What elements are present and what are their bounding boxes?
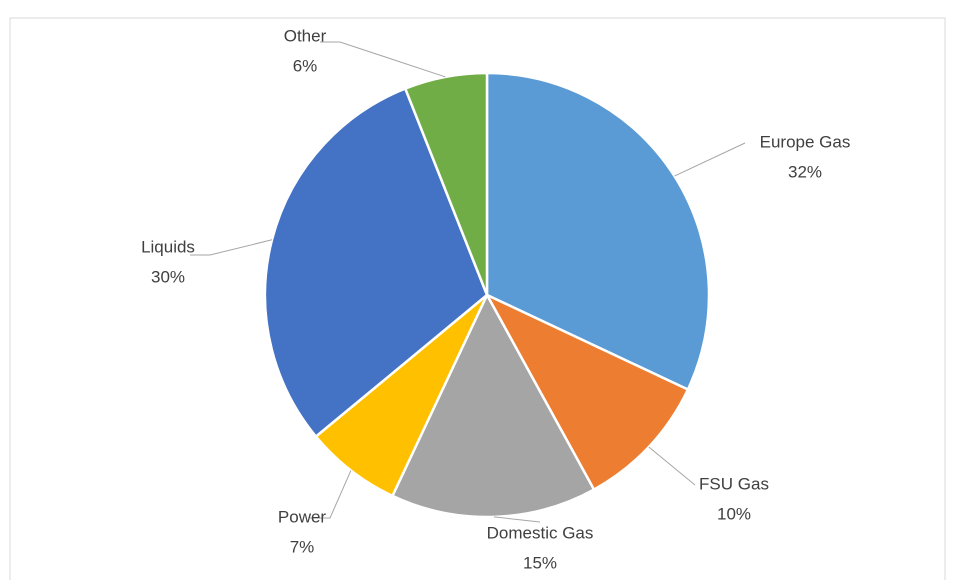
leader-line	[493, 516, 541, 523]
slice-label: Liquids	[141, 237, 195, 256]
pie-slice	[390, 292, 596, 519]
slice-value: 7%	[290, 537, 315, 556]
slice-value: 6%	[293, 56, 318, 75]
leader-line	[648, 446, 696, 486]
slice-value: 30%	[151, 267, 185, 286]
leader-line	[674, 142, 746, 177]
slice-value: 10%	[717, 504, 751, 523]
slice-label: Other	[284, 26, 327, 45]
pie-slice	[403, 71, 489, 296]
slice-value: 15%	[523, 553, 557, 572]
slice-label: Domestic Gas	[487, 523, 594, 542]
slice-label: Power	[278, 507, 327, 526]
leader-line	[320, 41, 446, 78]
leader-line	[190, 239, 273, 256]
slice-label: Europe Gas	[760, 132, 851, 151]
slice-value: 32%	[788, 162, 822, 181]
slice-label: FSU Gas	[699, 474, 769, 493]
leader-line	[310, 470, 352, 519]
